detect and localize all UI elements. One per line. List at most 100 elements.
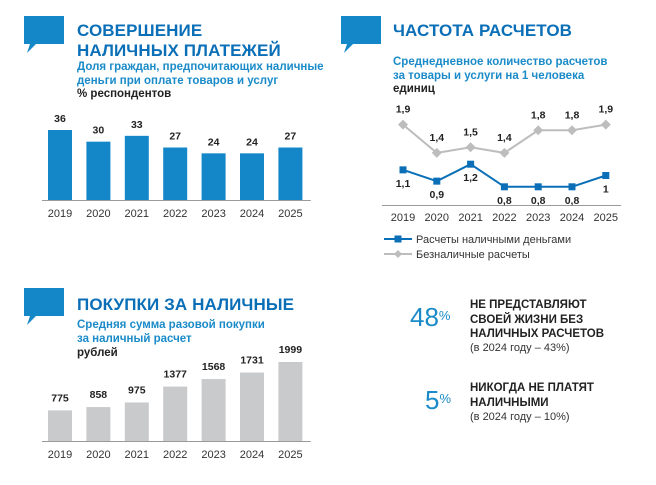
- stat-5-value: 5%: [425, 386, 451, 414]
- data-label: 1,9: [598, 104, 613, 116]
- data-label: 33: [131, 119, 143, 131]
- x-tick-label: 2022: [492, 212, 516, 224]
- panel1-subtitle-line1: Доля граждан, предпочитающих наличные: [77, 61, 324, 73]
- data-label: 1731: [240, 355, 264, 367]
- panel1-subtitle: Доля граждан, предпочитающих наличные де…: [77, 60, 324, 88]
- x-tick-label: 2024: [240, 208, 264, 220]
- data-label: 0,9: [429, 189, 444, 201]
- stat-48-line1: НЕ ПРЕДСТАВЛЯЮТ: [470, 299, 587, 311]
- x-tick-label: 2022: [163, 208, 187, 220]
- panel3-subtitle: Средняя сумма разовой покупки за наличны…: [77, 318, 265, 346]
- panel1-subtitle-line2: деньги при оплате товаров и услуг: [77, 75, 279, 87]
- panel3-unit: рублей: [77, 347, 118, 359]
- data-label: 775: [51, 392, 69, 404]
- panel2-subtitle-line1: Среднедневное количество расчетов: [393, 56, 608, 68]
- payment-frequency-line-chart: 1,1 0,9 1,2 0,8 0,8 0,8 1 1,9 1,4 1,5 1,4 1,8 1,8 1,9…: [382, 104, 621, 261]
- bar: [163, 386, 188, 441]
- x-tick-label: 2023: [526, 212, 550, 224]
- data-point: [465, 142, 476, 153]
- bar: [124, 402, 149, 441]
- bar: [86, 407, 111, 441]
- panel2-subtitle-line2: за товары и услуги на 1 человека: [393, 70, 585, 82]
- panel1-title-line1: СОВЕРШЕНИЕ: [77, 21, 203, 40]
- x-tick-label: 2021: [125, 208, 149, 220]
- panel3-subtitle-line1: Средняя сумма разовой покупки: [77, 319, 265, 331]
- data-label: 24: [246, 136, 258, 148]
- bar: [201, 379, 226, 441]
- data-point: [499, 147, 510, 158]
- data-point: [602, 172, 610, 179]
- x-tick-label: 2024: [560, 212, 584, 224]
- x-tick-label: 2021: [458, 212, 482, 224]
- cash-preference-bar-chart: 36 2019 30 2020 33 2021 27 2022 24 2023 24 2024 27 20…: [42, 113, 311, 220]
- bar: [86, 141, 111, 200]
- x-tick-label: 2025: [278, 208, 302, 220]
- x-tick-label: 2020: [425, 212, 449, 224]
- speech-bubble-icon: [24, 288, 64, 325]
- data-label: 1,1: [396, 178, 411, 190]
- stat-48-line2: СВОЕЙ ЖИЗНИ БЕЗ: [470, 313, 584, 326]
- x-tick-label: 2020: [86, 208, 110, 220]
- data-label: 1568: [202, 361, 226, 373]
- bar: [240, 372, 264, 441]
- data-point: [567, 125, 577, 136]
- panel2-unit: единиц: [393, 83, 435, 95]
- panel2-subtitle: Среднедневное количество расчетов за тов…: [393, 55, 607, 83]
- data-point: [399, 166, 407, 174]
- bar: [48, 410, 72, 441]
- cash-purchase-amount-bar-chart: 775 2019 858 2020 975 2021 1377 2022 1568 2023 173…: [42, 344, 311, 461]
- legend-marker: [394, 250, 402, 258]
- x-tick-label: 2025: [594, 212, 618, 224]
- legend-label: Расчеты наличными деньгами: [416, 234, 571, 246]
- data-label: 1,8: [531, 109, 546, 121]
- bar: [48, 130, 72, 200]
- panel3-title: ПОКУПКИ ЗА НАЛИЧНЫЕ: [77, 295, 295, 314]
- data-point: [500, 183, 508, 191]
- panel1-title: СОВЕРШЕНИЕ НАЛИЧНЫХ ПЛАТЕЖЕЙ: [77, 21, 281, 61]
- data-label: 36: [54, 113, 66, 125]
- stat-48-note: (в 2024 году – 43%): [470, 342, 570, 354]
- data-point: [431, 147, 442, 158]
- data-label: 1,4: [429, 132, 444, 144]
- bar: [201, 153, 226, 200]
- x-tick-label: 2019: [391, 212, 415, 224]
- data-label: 1: [603, 184, 609, 196]
- data-label: 1,8: [565, 109, 580, 121]
- data-label: 858: [90, 389, 108, 401]
- speech-bubble-icon: [24, 16, 64, 53]
- stat-5-number: 5: [425, 385, 440, 415]
- x-tick-label: 2020: [86, 449, 110, 461]
- data-label: 24: [208, 136, 220, 148]
- data-label: 975: [128, 384, 146, 396]
- panel2-title: ЧАСТОТА РАСЧЕТОВ: [393, 21, 573, 40]
- stat-5-percent: %: [439, 391, 452, 406]
- data-label: 0,8: [565, 195, 580, 207]
- legend-marker: [394, 235, 402, 243]
- x-tick-label: 2022: [163, 449, 187, 461]
- x-tick-label: 2023: [201, 449, 225, 461]
- data-label: 1,2: [463, 172, 478, 184]
- bar: [163, 147, 188, 200]
- panel1-unit: % респондентов: [77, 88, 172, 100]
- data-point: [533, 125, 544, 136]
- x-tick-label: 2019: [48, 208, 72, 220]
- data-point: [467, 160, 475, 168]
- stat-48-line3: НАЛИЧНЫХ РАСЧЕТОВ: [470, 328, 605, 340]
- data-label: 1,4: [497, 132, 512, 144]
- data-label: 30: [93, 125, 105, 137]
- x-tick-label: 2021: [125, 449, 149, 461]
- data-point: [568, 183, 576, 191]
- stat-48-number: 48: [410, 302, 439, 332]
- bar: [124, 135, 149, 200]
- stat-48-percent: %: [438, 308, 451, 323]
- x-tick-label: 2019: [48, 449, 72, 461]
- stat-48-value: 48%: [410, 303, 450, 331]
- bar: [278, 147, 303, 200]
- data-label: 1,5: [463, 126, 478, 138]
- data-label: 1999: [279, 344, 303, 356]
- data-label: 0,8: [531, 195, 546, 207]
- data-point: [433, 177, 441, 185]
- data-point: [398, 119, 408, 130]
- data-point: [534, 183, 542, 191]
- x-tick-label: 2023: [201, 208, 225, 220]
